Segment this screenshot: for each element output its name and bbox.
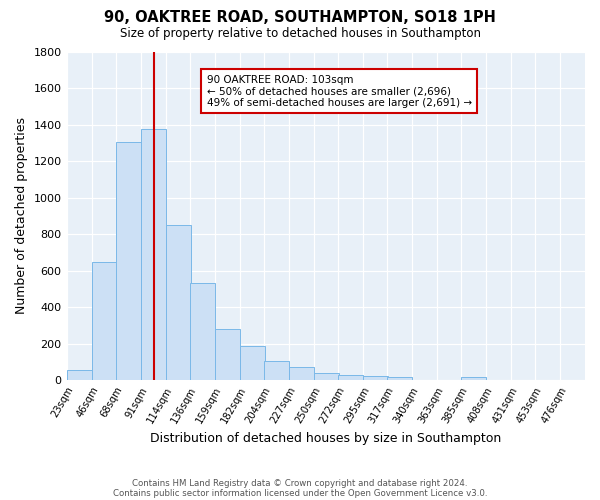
- Bar: [314, 373, 339, 380]
- Text: 90, OAKTREE ROAD, SOUTHAMPTON, SO18 1PH: 90, OAKTREE ROAD, SOUTHAMPTON, SO18 1PH: [104, 10, 496, 25]
- Bar: [263, 361, 289, 380]
- Bar: [338, 374, 363, 380]
- Bar: [387, 378, 412, 380]
- Bar: [166, 225, 191, 380]
- Bar: [240, 346, 265, 380]
- Y-axis label: Number of detached properties: Number of detached properties: [15, 118, 28, 314]
- Bar: [140, 129, 166, 380]
- Bar: [215, 329, 240, 380]
- Text: 90 OAKTREE ROAD: 103sqm
← 50% of detached houses are smaller (2,696)
49% of semi: 90 OAKTREE ROAD: 103sqm ← 50% of detache…: [206, 74, 472, 108]
- Text: Contains public sector information licensed under the Open Government Licence v3: Contains public sector information licen…: [113, 488, 487, 498]
- Bar: [67, 370, 92, 380]
- Bar: [289, 368, 314, 380]
- Bar: [190, 284, 215, 380]
- Bar: [116, 142, 140, 380]
- Text: Size of property relative to detached houses in Southampton: Size of property relative to detached ho…: [119, 28, 481, 40]
- Bar: [92, 262, 116, 380]
- Bar: [363, 376, 388, 380]
- X-axis label: Distribution of detached houses by size in Southampton: Distribution of detached houses by size …: [150, 432, 502, 445]
- Text: Contains HM Land Registry data © Crown copyright and database right 2024.: Contains HM Land Registry data © Crown c…: [132, 478, 468, 488]
- Bar: [461, 378, 486, 380]
